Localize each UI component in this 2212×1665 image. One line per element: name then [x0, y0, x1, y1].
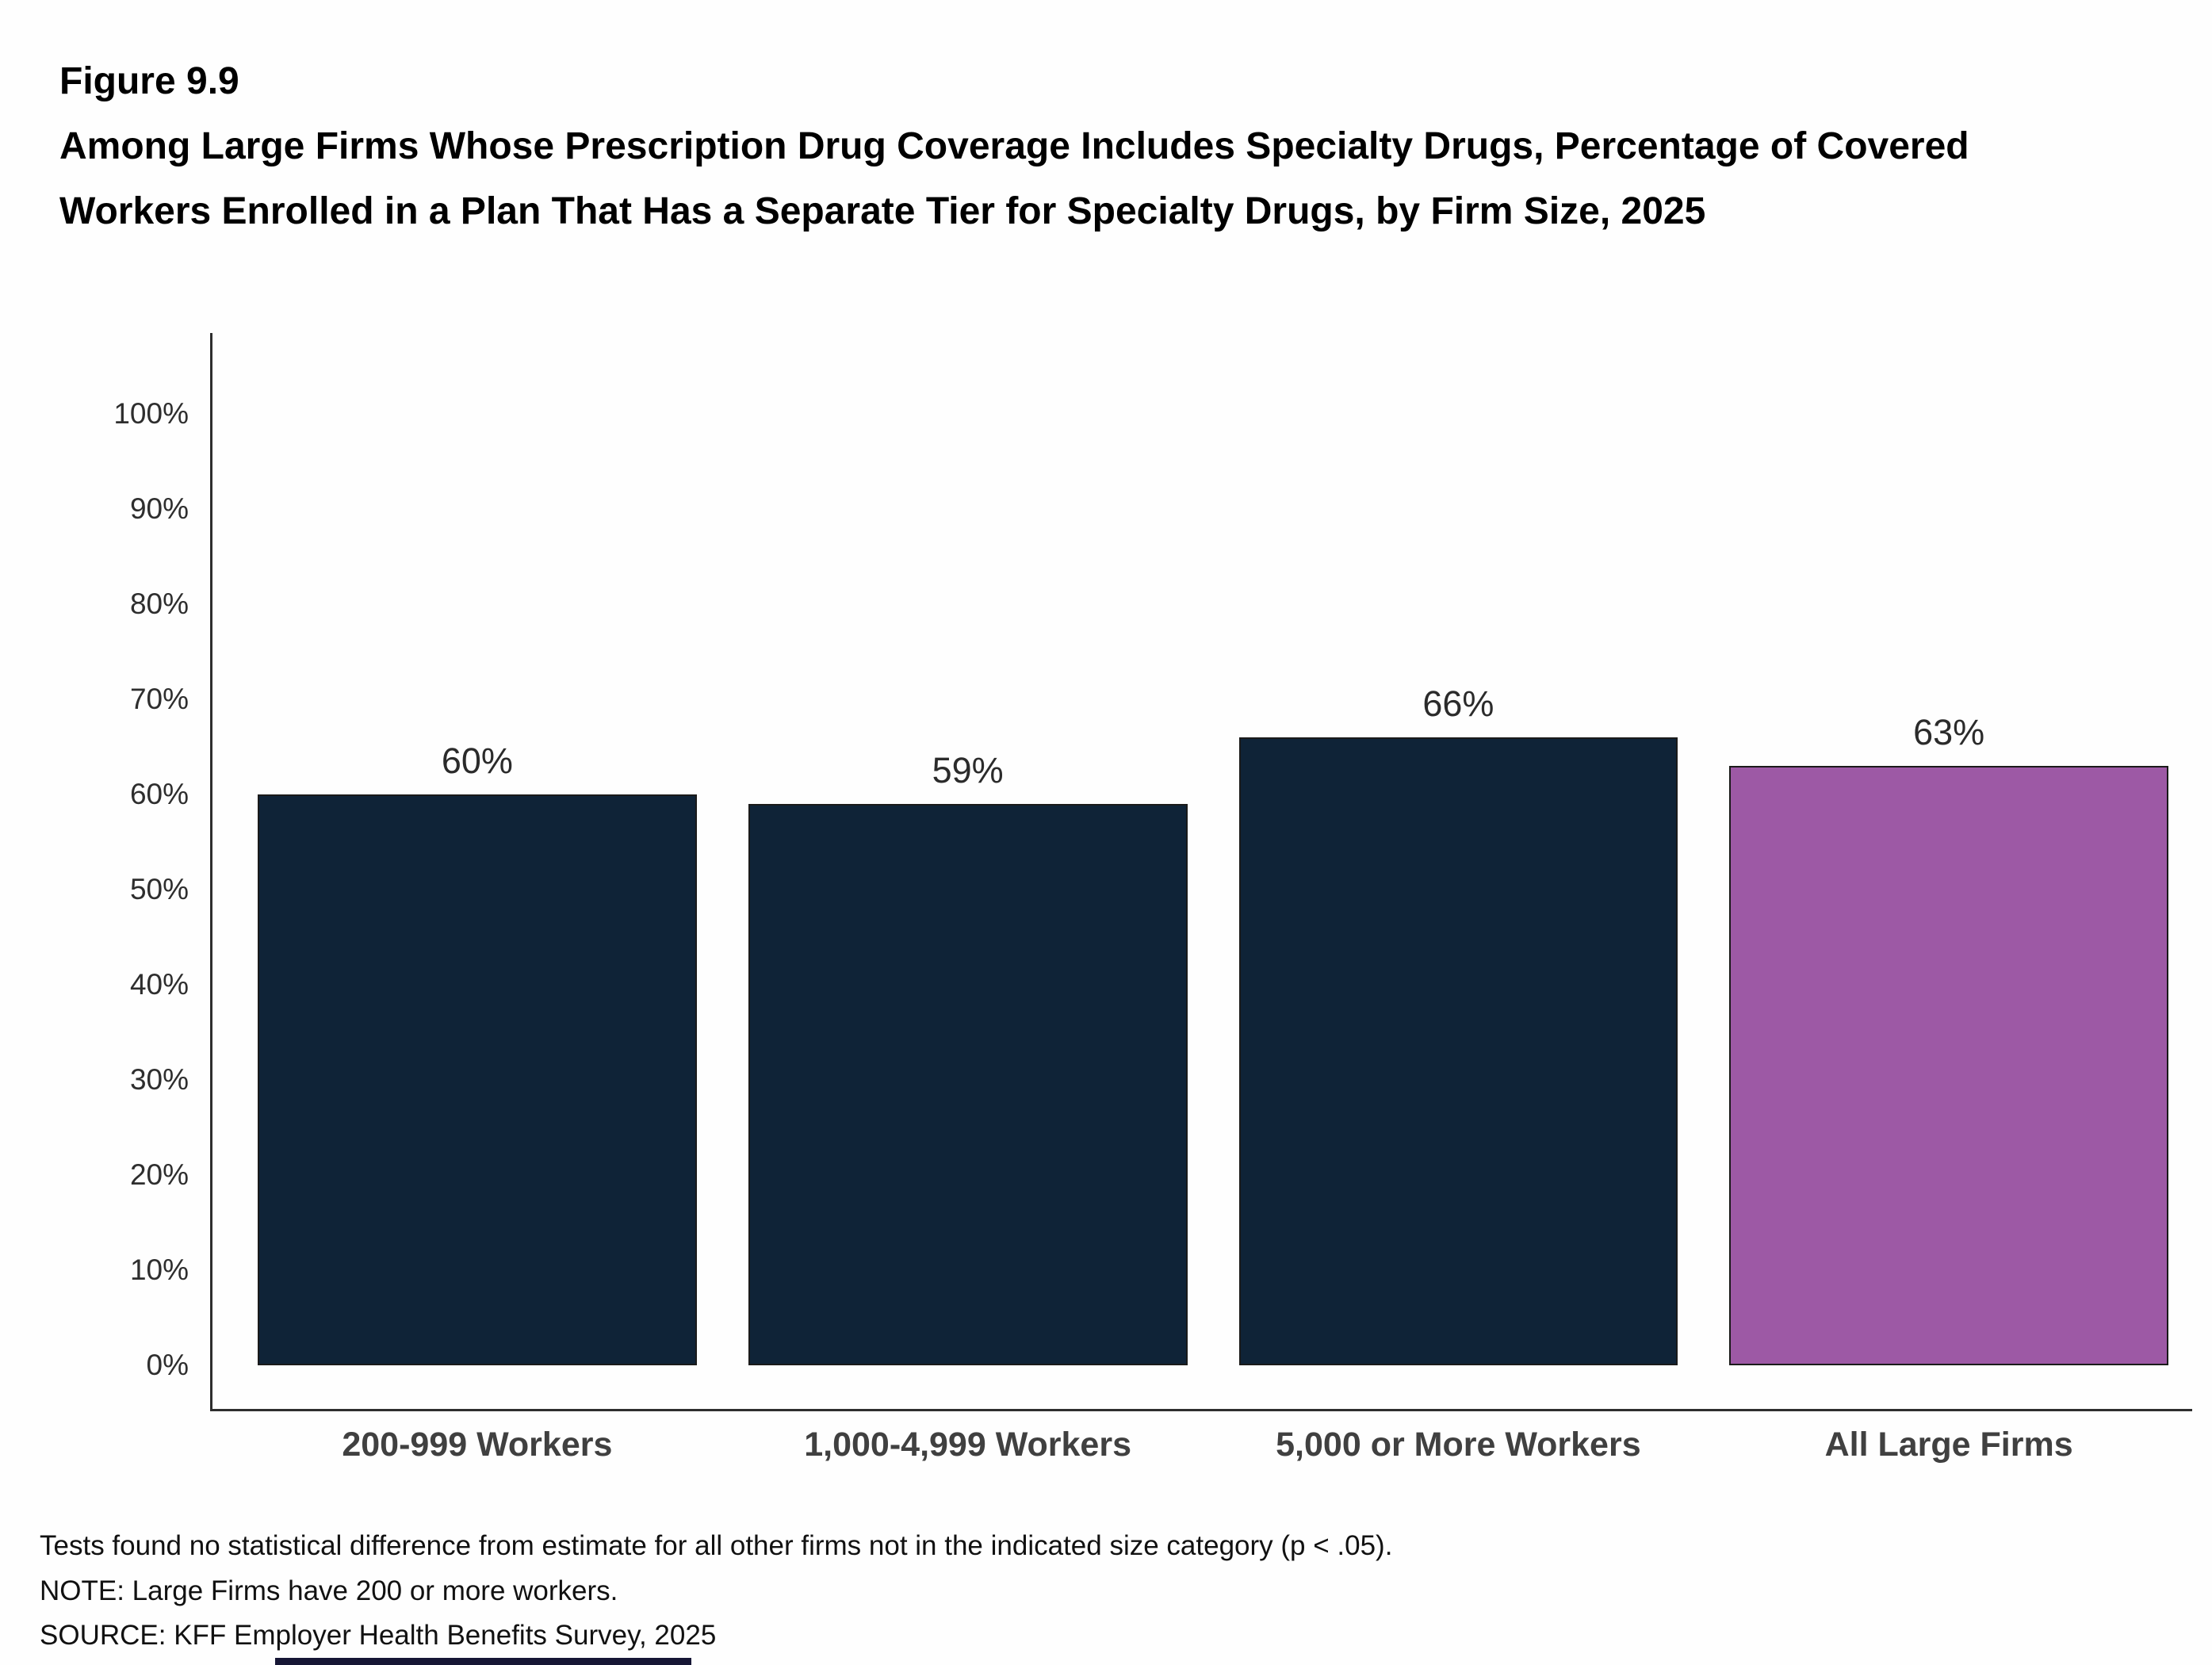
y-tick-label: 40% [129, 968, 189, 1001]
figure-header: Figure 9.9 Among Large Firms Whose Presc… [59, 49, 2168, 245]
x-axis-category-label: 1,000-4,999 Workers [804, 1426, 1131, 1464]
bar-value-label: 60% [441, 741, 513, 781]
y-tick-label: 80% [129, 588, 189, 620]
bar-value-label: 66% [1422, 683, 1494, 724]
y-tick-label: 90% [129, 492, 189, 525]
x-axis-category-label: 200-999 Workers [342, 1426, 613, 1464]
bars-area: 60% 59% 66% 63% [258, 414, 2168, 1365]
y-axis-line [210, 333, 212, 1411]
x-axis-labels: 200-999 Workers 1,000-4,999 Workers 5,000 … [258, 1426, 2168, 1464]
bar-value-label: 63% [1913, 712, 1985, 752]
x-axis-line [210, 1409, 2192, 1411]
y-tick-label: 50% [129, 873, 189, 905]
x-axis-category-label: 5,000 or More Workers [1276, 1426, 1641, 1464]
bar-slot: 59% [748, 414, 1188, 1365]
bar-slot: 60% [258, 414, 697, 1365]
y-tick-label: 10% [129, 1254, 189, 1286]
footnote-line: SOURCE: KFF Employer Health Benefits Sur… [40, 1620, 717, 1652]
bar: 59% [748, 750, 1188, 1365]
x-axis-category-label: All Large Firms [1824, 1426, 2073, 1464]
bar-chart: 0% 10% 20% 30% 40% 50% 60% 70% 80% 90% 100% 60% 59%… [113, 333, 2192, 1411]
bar: 66% [1238, 683, 1678, 1365]
cropped-bottom-element [275, 1658, 691, 1665]
bar: 60% [258, 741, 697, 1365]
bar-slot: 63% [1729, 414, 2168, 1365]
bar: 63% [1729, 712, 2168, 1365]
bar-slot: 66% [1238, 414, 1678, 1365]
y-tick-label: 0% [146, 1349, 189, 1381]
figure-title: Among Large Firms Whose Prescription Dru… [59, 124, 1969, 233]
bar-value-label: 59% [932, 750, 1004, 790]
y-tick-label: 20% [129, 1158, 189, 1191]
footnotes: Tests found no statistical difference fr… [40, 1524, 1392, 1659]
y-tick-label: 30% [129, 1063, 189, 1096]
y-tick-label: 70% [129, 683, 189, 715]
footnote-line: NOTE: Large Firms have 200 or more worke… [40, 1575, 618, 1606]
figure-number: Figure 9.9 [59, 60, 239, 102]
footnote-line: Tests found no statistical difference fr… [40, 1530, 1393, 1561]
y-tick-label: 100% [113, 397, 189, 430]
y-tick-label: 60% [129, 778, 189, 810]
